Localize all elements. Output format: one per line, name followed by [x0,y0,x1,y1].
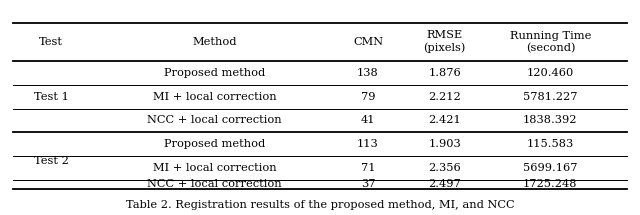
Text: 2.421: 2.421 [428,115,461,125]
Text: CMN: CMN [353,37,383,47]
Text: 2.497: 2.497 [428,179,461,189]
Text: Test 1: Test 1 [34,92,68,102]
Text: 1.903: 1.903 [428,139,461,149]
Text: 5699.167: 5699.167 [523,163,578,173]
Text: Test 2: Test 2 [34,156,68,166]
Text: MI + local correction: MI + local correction [152,163,276,173]
Text: 138: 138 [357,68,379,78]
Text: 115.583: 115.583 [527,139,574,149]
Text: NCC + local correction: NCC + local correction [147,179,282,189]
Text: Running Time
(second): Running Time (second) [509,31,591,53]
Text: Method: Method [192,37,237,47]
Text: RMSE
(pixels): RMSE (pixels) [424,30,466,54]
Text: 5781.227: 5781.227 [523,92,578,102]
Text: MI + local correction: MI + local correction [152,92,276,102]
Text: 41: 41 [361,115,375,125]
Text: 113: 113 [357,139,379,149]
Text: 1725.248: 1725.248 [523,179,578,189]
Text: 1.876: 1.876 [428,68,461,78]
Text: Proposed method: Proposed method [164,139,265,149]
Text: Table 2. Registration results of the proposed method, MI, and NCC: Table 2. Registration results of the pro… [125,200,515,210]
Text: 2.212: 2.212 [428,92,461,102]
Text: 37: 37 [361,179,375,189]
Text: 1838.392: 1838.392 [523,115,578,125]
Text: 71: 71 [361,163,375,173]
Text: Proposed method: Proposed method [164,68,265,78]
Text: NCC + local correction: NCC + local correction [147,115,282,125]
Text: 120.460: 120.460 [527,68,574,78]
Text: 2.356: 2.356 [428,163,461,173]
Text: Test: Test [39,37,63,47]
Text: 79: 79 [361,92,375,102]
